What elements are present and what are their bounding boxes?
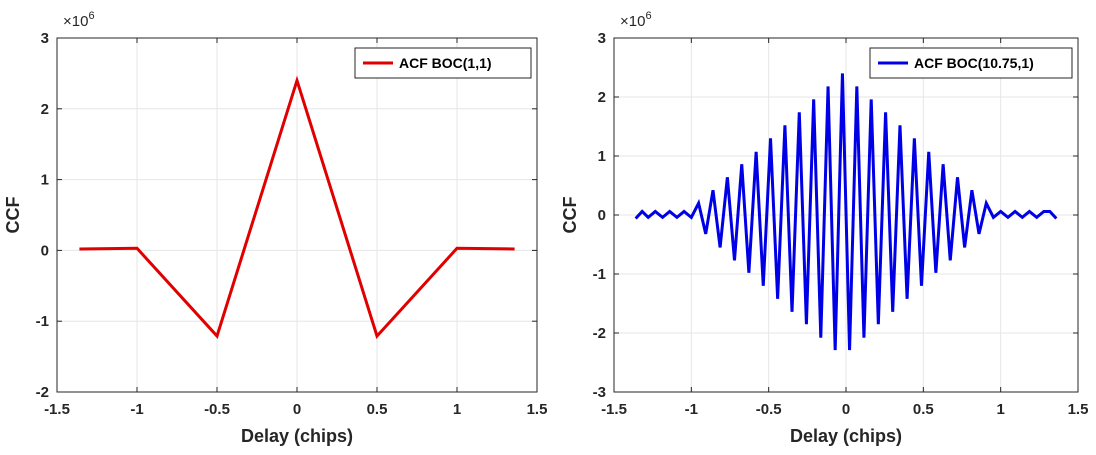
y-exponent-label: ×106 (620, 10, 652, 30)
y-tick-label: 1 (41, 172, 49, 189)
series-line-1 (79, 75, 515, 340)
x-tick-label: 0 (842, 401, 850, 418)
chart-panel-1: -1.5 -1 -0.5 0 0.5 1 1.5 -2 -1 0 1 2 3 ×106 Delay (chi… (3, 10, 547, 446)
x-tick-label: -1 (685, 401, 698, 418)
y-tick-label: 3 (41, 30, 49, 47)
legend: ACF BOC(1,1) (354, 47, 532, 79)
y-tick-label: 2 (598, 89, 606, 106)
x-tick-label: -0.5 (204, 401, 230, 418)
y-tick-label: -2 (36, 384, 49, 401)
y-exponent-label: ×106 (63, 10, 95, 30)
x-tick-label: 0 (293, 401, 301, 418)
y-tick-label: -1 (36, 313, 49, 330)
x-axis-label: Delay (chips) (241, 426, 353, 446)
legend-label: ACF BOC(10.75,1) (914, 55, 1034, 71)
y-tick-label: 1 (598, 148, 606, 165)
x-tick-label: 0.5 (367, 401, 388, 418)
y-tick-label: 3 (598, 30, 606, 47)
legend-label: ACF BOC(1,1) (399, 55, 492, 71)
chart-panel-2: -1.5 -1 -0.5 0 0.5 1 1.5 -3 -2 -1 0 1 2 3 ×106 Delay (c… (560, 10, 1088, 446)
y-tick-label: 0 (41, 242, 49, 259)
x-tick-label: 1 (453, 401, 461, 418)
y-exponent-power: 6 (88, 10, 94, 22)
legend: ACF BOC(10.75,1) (869, 47, 1073, 79)
x-tick-label: -1 (130, 401, 143, 418)
x-tick-label: 1.5 (1068, 401, 1089, 418)
x-tick-label: 0.5 (913, 401, 934, 418)
y-tick-label: -1 (593, 266, 606, 283)
y-axis-label: CCF (3, 197, 23, 234)
x-tick-label: -1.5 (601, 401, 627, 418)
y-tick-label: 0 (598, 207, 606, 224)
x-axis-label: Delay (chips) (790, 426, 902, 446)
y-exponent-base: ×10 (620, 13, 645, 30)
x-tick-label: -0.5 (756, 401, 782, 418)
y-tick-label: 2 (41, 101, 49, 118)
series-line-1 (634, 73, 1058, 351)
y-exponent-base: ×10 (63, 13, 88, 30)
y-exponent-power: 6 (645, 10, 651, 22)
y-tick-label: -2 (593, 325, 606, 342)
x-tick-label: 1.5 (527, 401, 548, 418)
y-axis-label: CCF (560, 197, 580, 234)
y-tick-label: -3 (593, 384, 606, 401)
x-tick-label: 1 (996, 401, 1004, 418)
x-tick-label: -1.5 (44, 401, 70, 418)
